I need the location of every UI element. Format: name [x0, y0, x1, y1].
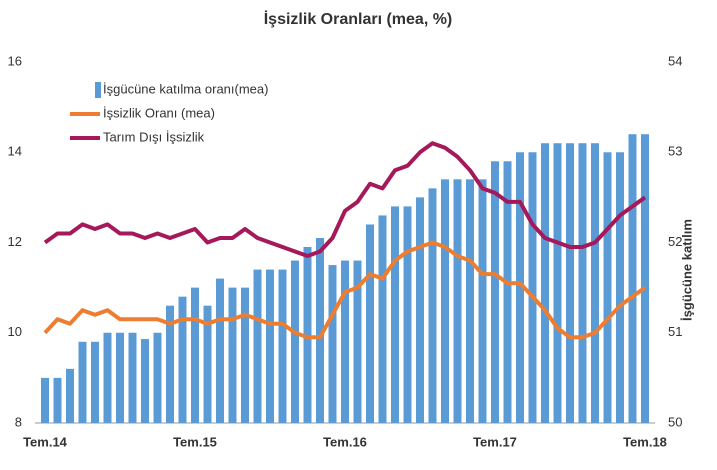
y2-tick-label: 53 — [668, 144, 682, 159]
y-tick-label: 16 — [8, 53, 22, 68]
bar — [416, 197, 424, 423]
bar — [391, 206, 399, 423]
x-tick-label: Tem.17 — [473, 434, 517, 449]
bar — [203, 305, 212, 423]
bar — [441, 179, 449, 423]
y-tick-label: 12 — [8, 234, 22, 249]
bar — [541, 143, 549, 423]
bar — [128, 332, 137, 423]
bar — [191, 287, 199, 423]
bar — [403, 206, 412, 423]
bar — [41, 377, 49, 423]
bar — [378, 215, 387, 423]
x-tick-label: Tem.14 — [23, 434, 68, 449]
bar — [278, 269, 287, 423]
bar — [578, 143, 587, 423]
bar — [216, 278, 224, 423]
bar — [453, 179, 462, 423]
bar — [566, 143, 574, 423]
bar — [316, 237, 324, 423]
y-tick-label: 8 — [15, 414, 22, 429]
bar — [103, 332, 112, 423]
bar — [66, 368, 74, 423]
legend-label: Tarım Dışı İşsizlik — [103, 129, 205, 144]
chart-title: İşsizlik Oranları (mea, %) — [264, 10, 453, 28]
y-tick-label: 10 — [8, 324, 22, 339]
y2-tick-label: 54 — [668, 53, 682, 68]
bar — [591, 143, 599, 423]
y-tick-label: 14 — [8, 144, 22, 159]
bar — [478, 179, 487, 423]
bar — [53, 377, 62, 423]
legend-swatch — [95, 82, 101, 98]
line — [43, 240, 647, 340]
bar — [78, 341, 87, 423]
bar — [353, 260, 362, 423]
bar — [503, 161, 512, 423]
bar — [366, 224, 374, 423]
bar — [253, 269, 262, 423]
legend-label: İşgücüne katılma oranı(mea) — [103, 81, 268, 96]
bar — [603, 152, 612, 423]
bar — [616, 152, 624, 423]
bar — [303, 247, 312, 423]
bar — [553, 143, 562, 423]
line — [43, 141, 647, 258]
y2-tick-label: 52 — [668, 234, 682, 249]
bar — [528, 152, 537, 423]
bar — [466, 179, 474, 423]
y2-axis-label: İşgücüne katılım — [679, 219, 694, 321]
bar — [491, 161, 499, 423]
y2-tick-label: 50 — [668, 414, 682, 429]
bar — [91, 341, 99, 423]
bar — [628, 134, 637, 423]
bar — [141, 339, 149, 423]
bar — [428, 188, 437, 423]
x-tick-label: Tem.18 — [623, 434, 667, 449]
bar — [341, 260, 349, 423]
bar — [166, 305, 174, 423]
bar — [228, 287, 237, 423]
bar — [291, 260, 299, 423]
bar — [328, 265, 337, 423]
bar — [641, 134, 649, 423]
bar — [116, 332, 124, 423]
bar — [178, 296, 187, 423]
bar — [516, 152, 524, 423]
bar — [241, 287, 249, 423]
x-tick-label: Tem.16 — [323, 434, 367, 449]
x-tick-label: Tem.15 — [173, 434, 217, 449]
bar — [153, 332, 162, 423]
bar — [266, 269, 274, 423]
legend-label: İşsizlik Oranı (mea) — [103, 105, 215, 120]
y2-tick-label: 51 — [668, 324, 682, 339]
